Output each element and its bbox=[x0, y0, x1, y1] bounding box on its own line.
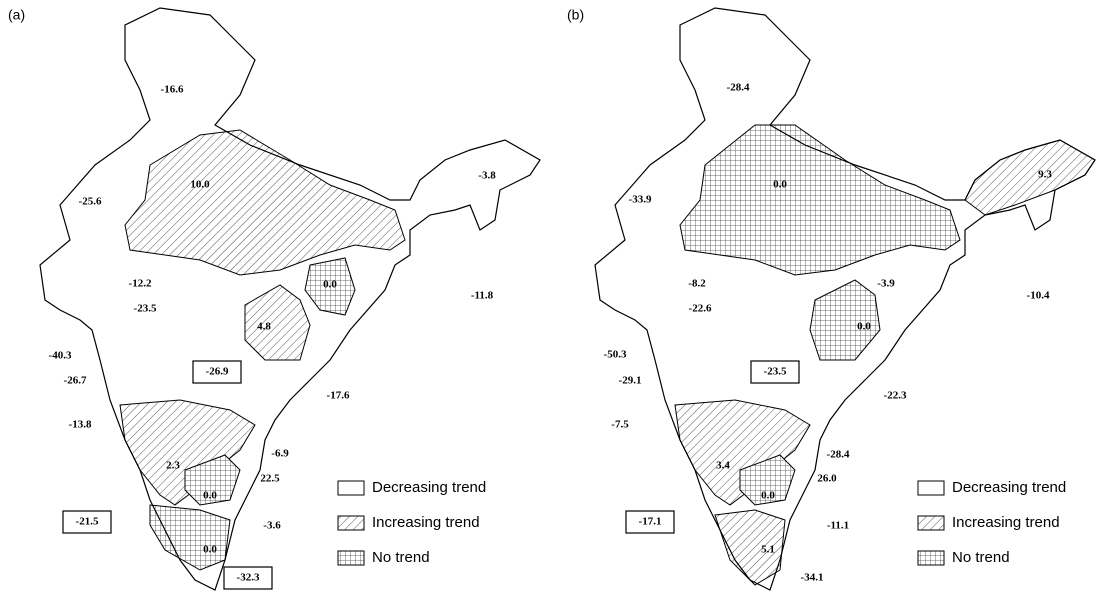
region-label: -23.5 bbox=[764, 366, 787, 378]
region-label: 3.4 bbox=[716, 460, 730, 472]
region-label: -26.9 bbox=[206, 366, 229, 378]
region-label: -29.1 bbox=[619, 375, 642, 387]
region-label: -28.4 bbox=[827, 449, 850, 461]
region-label: 0.0 bbox=[323, 279, 337, 291]
region-label: 4.8 bbox=[257, 321, 271, 333]
region-label: -8.2 bbox=[688, 278, 706, 290]
label-box bbox=[223, 566, 273, 590]
region-label: -11.1 bbox=[827, 520, 849, 532]
region-label: -17.1 bbox=[639, 516, 662, 528]
region-label: 0.0 bbox=[761, 490, 775, 502]
legend-label: Decreasing trend bbox=[952, 479, 1066, 496]
region-label: -50.3 bbox=[604, 349, 627, 361]
legend-swatch bbox=[917, 480, 945, 496]
region-label: -6.9 bbox=[271, 448, 289, 460]
legend-label: Increasing trend bbox=[952, 514, 1060, 531]
label-box bbox=[750, 360, 800, 384]
region-label: -34.1 bbox=[801, 572, 824, 584]
region-label: -23.5 bbox=[134, 303, 157, 315]
legend-label: No trend bbox=[952, 549, 1010, 566]
region-label: 0.0 bbox=[773, 179, 787, 191]
panel-label: (a) bbox=[8, 7, 25, 23]
legend-label: Decreasing trend bbox=[372, 479, 486, 496]
region-label: 9.3 bbox=[1038, 169, 1052, 181]
region-label: 0.0 bbox=[203, 544, 217, 556]
legend-swatch bbox=[337, 480, 365, 496]
region-label: -32.3 bbox=[237, 572, 260, 584]
region-label: 10.0 bbox=[190, 179, 210, 191]
region-label: 0.0 bbox=[857, 321, 871, 333]
region-label: -16.6 bbox=[161, 84, 184, 96]
region-label: -22.3 bbox=[884, 390, 907, 402]
region-label: 22.5 bbox=[260, 473, 280, 485]
region-label: -12.2 bbox=[129, 278, 152, 290]
region-label: -28.4 bbox=[727, 82, 750, 94]
region-label: -3.8 bbox=[478, 170, 496, 182]
legend-swatch bbox=[917, 515, 945, 531]
region-label: -21.5 bbox=[76, 516, 99, 528]
label-box bbox=[192, 360, 242, 384]
map-panel-b bbox=[594, 7, 1096, 591]
region-label: -40.3 bbox=[49, 350, 72, 362]
legend-label: Increasing trend bbox=[372, 514, 480, 531]
legend-swatch bbox=[337, 550, 365, 566]
region-label: 5.1 bbox=[761, 544, 775, 556]
region-label: -26.7 bbox=[64, 375, 87, 387]
region-label: 2.3 bbox=[166, 460, 180, 472]
region-label: 26.0 bbox=[817, 473, 837, 485]
region-label: -11.8 bbox=[471, 290, 494, 302]
label-box bbox=[62, 510, 112, 534]
region-label: -33.9 bbox=[629, 194, 652, 206]
panel-label: (b) bbox=[567, 7, 584, 23]
region-label: 0.0 bbox=[203, 490, 217, 502]
region-label: -3.6 bbox=[263, 520, 281, 532]
legend-swatch bbox=[337, 515, 365, 531]
legend-swatch bbox=[917, 550, 945, 566]
label-box bbox=[625, 510, 675, 534]
region-label: -3.9 bbox=[877, 278, 895, 290]
region-label: -22.6 bbox=[689, 303, 712, 315]
region-label: -17.6 bbox=[327, 390, 350, 402]
map-panel-a bbox=[39, 7, 541, 591]
legend-label: No trend bbox=[372, 549, 430, 566]
region-label: -25.6 bbox=[79, 196, 102, 208]
region-label: -13.8 bbox=[69, 419, 92, 431]
region-label: -7.5 bbox=[611, 419, 629, 431]
region-label: -10.4 bbox=[1027, 290, 1050, 302]
